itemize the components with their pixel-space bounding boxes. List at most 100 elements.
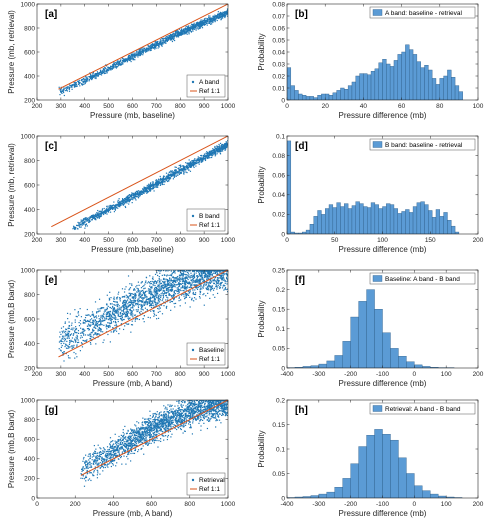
scatter-point: [180, 294, 183, 296]
scatter-point: [197, 156, 199, 158]
scatter-point: [216, 147, 218, 149]
histogram-bar: [458, 91, 463, 100]
scatter-point: [160, 289, 162, 291]
scatter-point: [130, 195, 132, 198]
scatter-point: [136, 318, 139, 320]
scatter-point: [120, 323, 123, 325]
scatter-point: [78, 224, 80, 226]
scatter-point: [104, 72, 106, 74]
scatter-point: [108, 69, 110, 71]
scatter-point: [171, 290, 173, 292]
scatter-point: [90, 321, 92, 324]
scatter-point: [82, 328, 85, 330]
scatter-point: [222, 15, 224, 17]
scatter-point: [127, 306, 129, 308]
scatter-point: [132, 296, 134, 299]
scatter-point: [167, 288, 169, 290]
scatter-point: [186, 294, 188, 296]
scatter-point: [203, 22, 205, 24]
scatter-point: [213, 282, 215, 285]
scatter-point: [212, 21, 214, 24]
scatter-point: [171, 288, 173, 290]
scatter-point: [61, 330, 63, 333]
scatter-point: [126, 197, 129, 199]
scatter-point: [92, 319, 94, 321]
scatter-point: [155, 302, 157, 304]
scatter-point: [221, 13, 223, 15]
scatter-point: [65, 347, 68, 349]
scatter-point: [170, 295, 172, 297]
scatter-point: [206, 154, 208, 157]
histogram-bar: [431, 78, 437, 100]
scatter-point: [109, 207, 111, 209]
scatter-point: [150, 286, 152, 289]
scatter-point: [215, 154, 217, 156]
scatter-point: [75, 340, 77, 343]
scatter-point: [200, 156, 202, 159]
scatter-point: [73, 82, 75, 84]
scatter-point: [205, 22, 208, 25]
scatter-point: [207, 275, 209, 278]
scatter-point: [149, 317, 151, 319]
scatter-point: [64, 331, 66, 333]
scatter-point: [151, 293, 154, 296]
scatter-point: [128, 288, 131, 290]
scatter-point: [67, 332, 70, 335]
scatter-point: [197, 275, 199, 278]
scatter-point: [169, 33, 172, 36]
scatter-point: [173, 285, 175, 287]
scatter-point: [200, 154, 202, 157]
scatter-point: [215, 15, 217, 17]
scatter-point: [195, 29, 197, 31]
plot-marks: [287, 140, 460, 234]
scatter-point: [186, 167, 188, 169]
y-tick-label: 0.08: [272, 153, 285, 160]
scatter-point: [147, 45, 149, 47]
scatter-point: [227, 288, 228, 290]
scatter-point: [115, 328, 117, 330]
scatter-point: [128, 318, 130, 320]
scatter-point: [91, 339, 93, 342]
scatter-point: [131, 54, 133, 57]
scatter-point: [131, 56, 133, 58]
scatter-point: [180, 169, 182, 171]
scatter-point: [188, 169, 190, 171]
scatter-point: [116, 61, 118, 63]
scatter-point: [191, 163, 193, 165]
scatter-point: [175, 170, 178, 172]
scatter-point: [110, 318, 112, 320]
histogram-bar: [431, 217, 437, 234]
scatter-point: [178, 173, 181, 175]
scatter-point: [196, 158, 198, 160]
scatter-point: [84, 82, 86, 85]
scatter-point: [188, 162, 191, 164]
scatter-point: [159, 299, 161, 301]
scatter-point: [168, 171, 170, 173]
scatter-point: [200, 274, 202, 276]
scatter-point: [183, 170, 185, 172]
scatter-point: [106, 304, 108, 306]
scatter-point: [111, 316, 113, 318]
scatter-point: [186, 171, 188, 174]
scatter-point: [204, 158, 207, 160]
scatter-point: [199, 270, 201, 271]
scatter-point: [153, 281, 155, 283]
scatter-point: [156, 186, 158, 188]
scatter-point: [227, 291, 228, 293]
scatter-point: [163, 281, 165, 283]
scatter-point: [214, 14, 216, 16]
scatter-point: [163, 37, 165, 39]
scatter-point: [76, 332, 78, 334]
scatter-point: [123, 203, 125, 206]
scatter-point: [134, 303, 137, 305]
scatter-point: [207, 273, 210, 275]
scatter-point: [152, 295, 154, 297]
scatter-point: [159, 272, 161, 274]
scatter-point: [110, 207, 112, 209]
scatter-point: [206, 282, 208, 284]
scatter-point: [114, 318, 116, 321]
scatter-point: [192, 275, 194, 278]
scatter-point: [137, 305, 139, 307]
scatter-point: [211, 273, 213, 275]
